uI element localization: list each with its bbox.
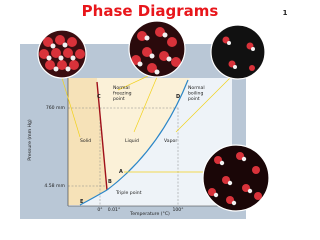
pressure-label: 760 mm [46, 105, 66, 111]
label-line: boiling [188, 91, 203, 97]
temperature-label: 0° [97, 207, 102, 213]
label-line: Normal [188, 85, 205, 91]
circle-border [37, 29, 87, 79]
point-label: A [119, 169, 123, 175]
label-line: Normal [113, 85, 130, 91]
triple-point-label: Triple point [115, 190, 142, 196]
point-label: E [80, 199, 84, 205]
page: {"header": {"title": "Phase Diagrams", "… [20, 2, 288, 219]
region-label: Liquid [125, 138, 139, 144]
pressure-label: 4.58 mm [44, 183, 65, 189]
page-number: 1 [283, 9, 288, 17]
y-axis-label: Pressure (mm Hg) [27, 119, 33, 161]
fusion-curve [96, 81, 108, 191]
circle-border [128, 20, 186, 78]
slide-title: Phase Diagrams [82, 2, 219, 20]
temperature-label: 100° [172, 207, 183, 213]
freezing-point-label: Normal freezing point [113, 85, 133, 102]
label-line: freezing [113, 91, 132, 97]
label-line: point [188, 96, 200, 102]
connectors [61, 75, 231, 173]
solid-region [68, 78, 107, 205]
vaporization-curve [106, 79, 189, 191]
circle-border [202, 144, 270, 212]
label-line: point [113, 96, 125, 102]
x-axis-label: Temperature (°C) [129, 211, 170, 217]
boiling-point-label: Normal boiling point [188, 85, 206, 102]
slide: Phase Diagrams 1 Pressure (mm Hg) Temper… [20, 2, 288, 219]
liquid-molecules [129, 21, 185, 77]
region-label: Solid [80, 138, 91, 144]
solid-molecules [38, 30, 86, 78]
liquid-region [97, 78, 190, 190]
point-label: B [108, 179, 112, 185]
region-label: Vapor [164, 138, 177, 144]
triple-point-molecules [203, 145, 269, 211]
circle-border [210, 24, 266, 80]
point-label: C [97, 94, 101, 100]
temperature-label: 0.01° [108, 207, 121, 213]
point-label: D [176, 94, 180, 100]
sublimation-curve [79, 189, 108, 206]
vapor-molecules [211, 25, 265, 79]
